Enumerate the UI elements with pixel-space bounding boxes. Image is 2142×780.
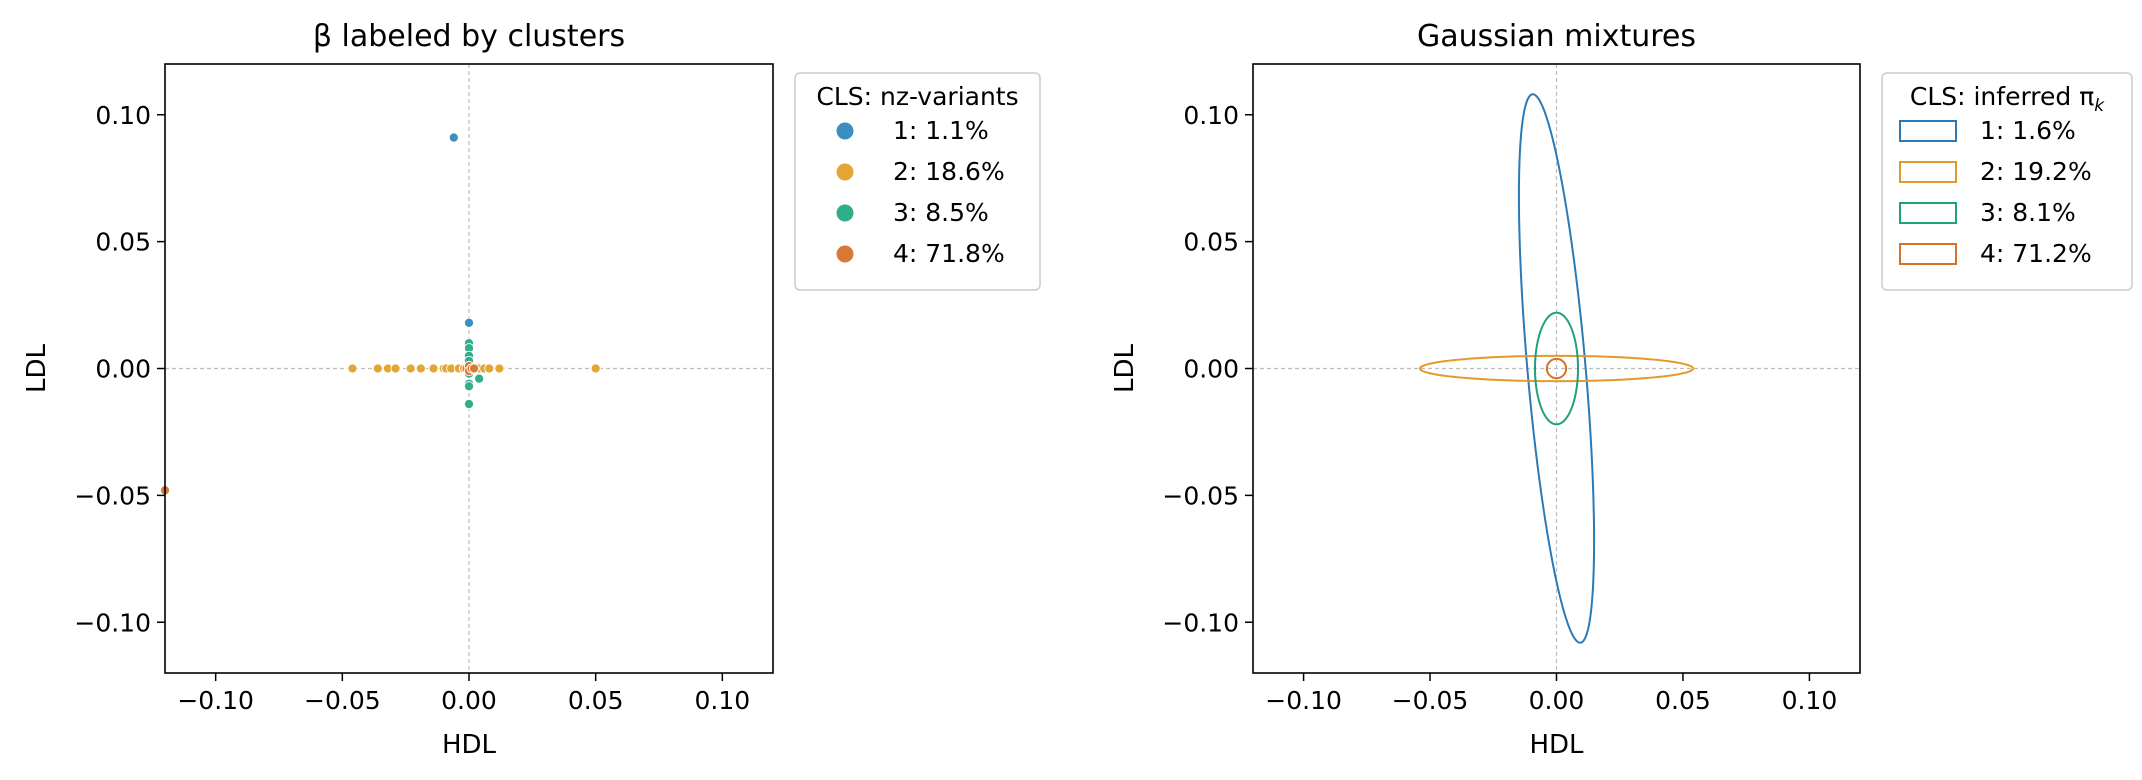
chart-title: β labeled by clusters xyxy=(313,19,625,54)
y-tick-label: 0.00 xyxy=(95,355,151,384)
legend-marker-cluster-3 xyxy=(1899,202,1957,224)
x-tick-label: 0.10 xyxy=(1782,686,1838,715)
chart-title: Gaussian mixtures xyxy=(1417,19,1696,54)
legend-entry-cluster-4: 4: 71.2% xyxy=(1980,239,2092,268)
scatter-point-cluster-2 xyxy=(415,363,426,374)
x-tick-label: −0.05 xyxy=(304,686,381,715)
y-axis-label: LDL xyxy=(22,343,52,393)
y-tick-label: 0.00 xyxy=(1183,355,1239,384)
legend-marker-cluster-1 xyxy=(1899,120,1957,142)
legend-marker-cluster-3 xyxy=(836,204,854,222)
scatter-point-cluster-4 xyxy=(469,363,480,374)
x-tick-label: 0.10 xyxy=(694,686,750,715)
scatter-point-cluster-3 xyxy=(474,373,485,384)
scatter-point-cluster-2 xyxy=(405,363,416,374)
scatter-point-cluster-2 xyxy=(590,363,601,374)
legend-title-text: CLS: inferred π xyxy=(1910,82,2094,111)
legend-entry-cluster-2: 2: 18.6% xyxy=(893,157,1005,186)
x-tick-label: −0.05 xyxy=(1392,686,1469,715)
legend-title: CLS: nz-variants xyxy=(816,82,1018,111)
legend-title-text: CLS: nz-variants xyxy=(816,82,1018,111)
legend-title-subscript: k xyxy=(2094,96,2105,116)
scatter-point-cluster-2 xyxy=(484,363,495,374)
y-tick-label: 0.10 xyxy=(95,101,151,130)
legend-entry-cluster-1: 1: 1.6% xyxy=(1980,116,2076,145)
legend-box xyxy=(794,72,1041,291)
legend-entry-cluster-2: 2: 19.2% xyxy=(1980,157,2092,186)
mixture-ellipse-4 xyxy=(1545,357,1568,380)
legend-entry-cluster-4: 4: 71.8% xyxy=(893,239,1005,268)
legend-marker-cluster-2 xyxy=(1899,161,1957,183)
y-axis-label: LDL xyxy=(1110,343,1140,393)
x-tick-label: 0.00 xyxy=(441,686,497,715)
y-tick-label: −0.10 xyxy=(1162,608,1239,637)
x-tick-label: 0.05 xyxy=(1655,686,1711,715)
y-tick-label: −0.05 xyxy=(74,481,151,510)
legend-box xyxy=(1881,72,2133,291)
x-tick-label: 0.00 xyxy=(1529,686,1585,715)
legend-entry-cluster-1: 1: 1.1% xyxy=(893,116,989,145)
legend-marker-cluster-1 xyxy=(836,122,854,140)
legend: CLS: nz-variants 1: 1.1% 2: 18.6% 3: 8.5% 4:… xyxy=(794,72,1041,291)
scatter-point-cluster-3 xyxy=(463,381,475,392)
y-tick-label: 0.10 xyxy=(1183,101,1239,130)
legend-marker-cluster-4 xyxy=(836,245,854,263)
y-tick-label: −0.05 xyxy=(1162,481,1239,510)
mixture-ellipse-2 xyxy=(1418,354,1695,383)
legend-marker-cluster-4 xyxy=(1899,243,1957,265)
legend-entry-cluster-3: 3: 8.1% xyxy=(1980,198,2076,227)
scatter-point-cluster-2 xyxy=(390,363,401,374)
y-tick-label: −0.10 xyxy=(74,608,151,637)
gaussian-mixture-panel: −0.10 −0.05 0.00 0.05 0.10 0.10 0.05 0.00 −0.05 −… xyxy=(1110,19,2133,760)
legend-marker-cluster-2 xyxy=(836,163,854,181)
y-tick-label: 0.05 xyxy=(1183,228,1239,257)
scatter-panel: −0.10 −0.05 0.00 0.05 0.10 0.10 0.05 0.00 −0.05 −… xyxy=(22,19,1041,760)
x-axis-label: HDL xyxy=(1529,730,1584,760)
scatter-point-cluster-3 xyxy=(463,398,475,410)
x-axis-label: HDL xyxy=(442,730,497,760)
legend-title: CLS: inferred πk xyxy=(1910,82,2105,116)
scatter-point-cluster-2 xyxy=(428,363,439,374)
x-tick-label: −0.10 xyxy=(177,686,254,715)
legend-entry-cluster-3: 3: 8.5% xyxy=(893,198,989,227)
mixture-ellipse-3 xyxy=(1533,311,1580,426)
scatter-point-cluster-1 xyxy=(448,132,459,143)
scatter-point-cluster-2 xyxy=(494,363,505,374)
x-tick-label: 0.05 xyxy=(568,686,624,715)
legend: CLS: inferred πk1: 1.6%2: 19.2%3: 8.1%4:… xyxy=(1881,72,2133,291)
scatter-point-cluster-2 xyxy=(347,363,358,374)
y-tick-label: 0.05 xyxy=(95,228,151,257)
scatter-point-cluster-2 xyxy=(372,363,383,374)
mixture-ellipse-1 xyxy=(1517,93,1596,644)
scatter-point-cluster-1 xyxy=(463,317,475,328)
x-tick-label: −0.10 xyxy=(1265,686,1342,715)
